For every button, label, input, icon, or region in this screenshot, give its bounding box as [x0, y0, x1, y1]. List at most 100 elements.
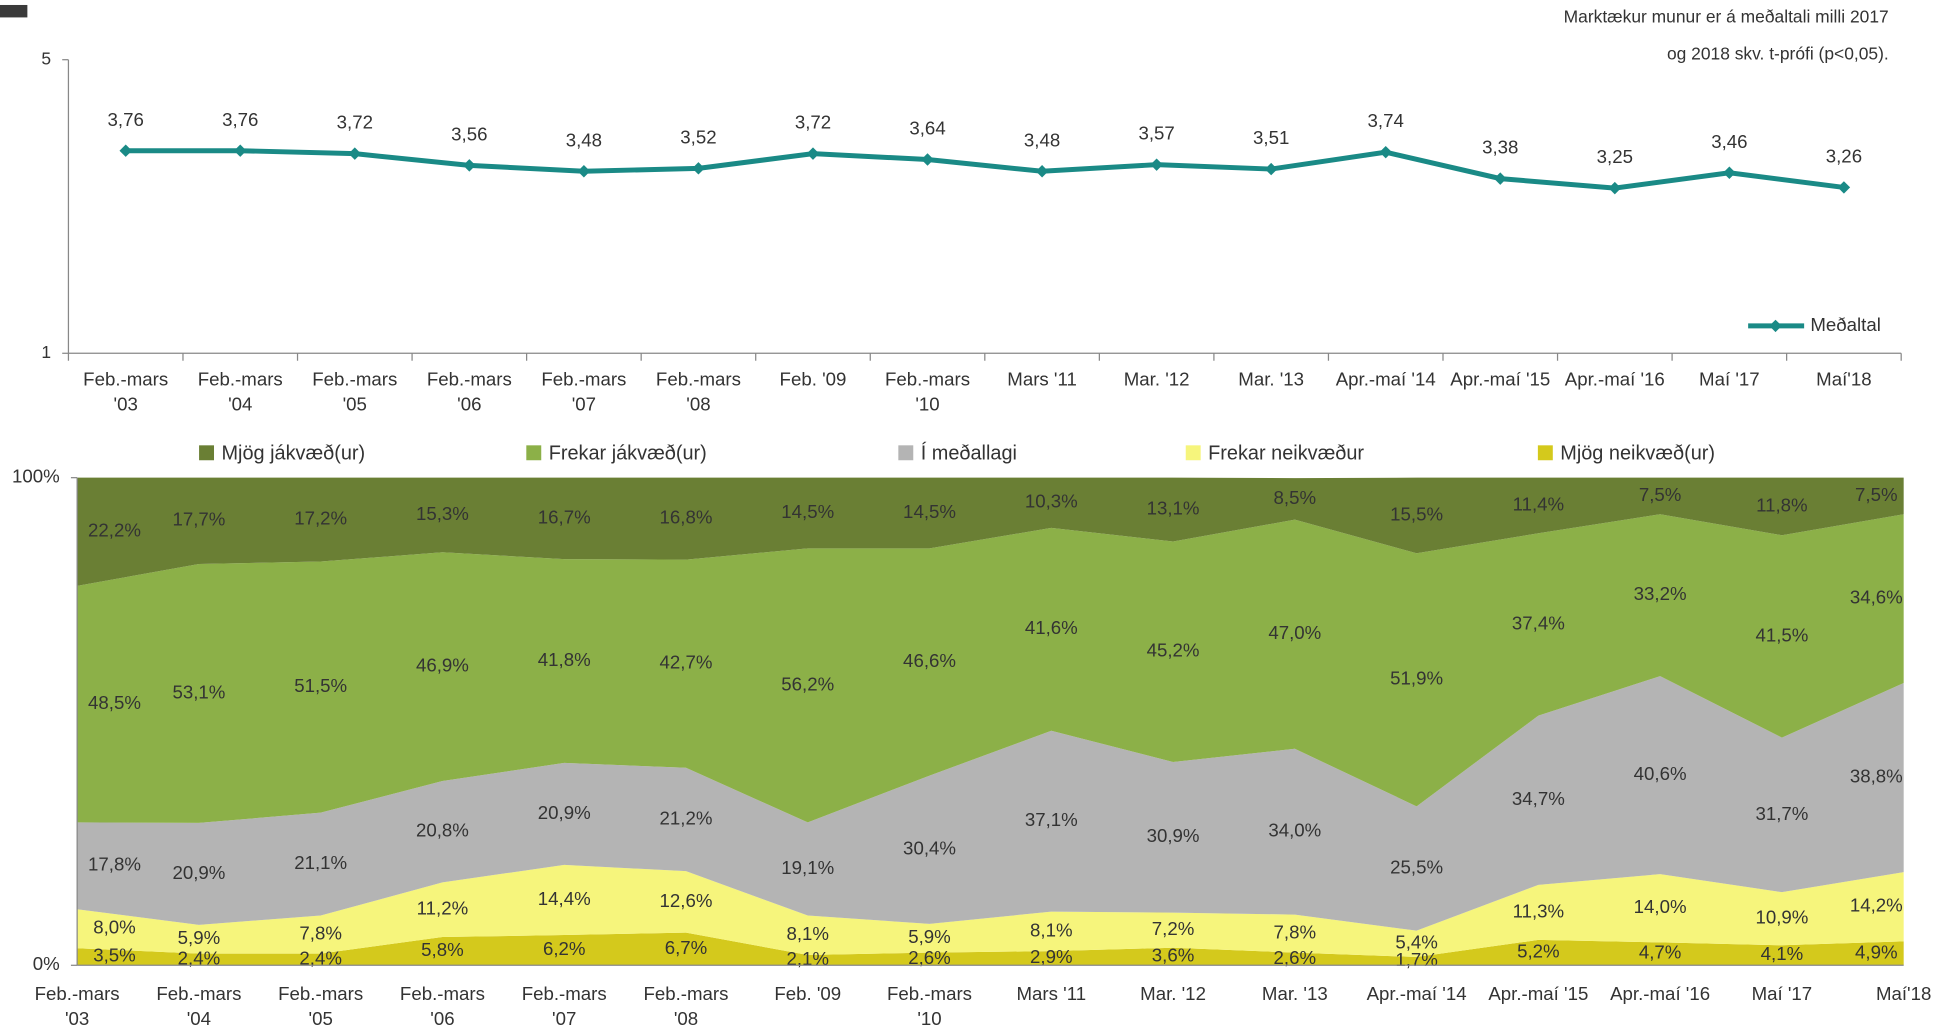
data-label: 5,8% [421, 939, 464, 960]
data-label: 20,8% [416, 820, 469, 841]
area [77, 676, 1904, 931]
data-label: 31,7% [1755, 803, 1808, 824]
point-marker [1264, 162, 1278, 176]
x-tick-label: Mars '11 [1007, 369, 1077, 390]
data-label: 56,2% [781, 673, 834, 694]
x-tick-label: Apr.-maí '15 [1488, 983, 1588, 1004]
data-label: 2,4% [178, 947, 221, 968]
x-tick-label: Feb.-mars '06 [400, 983, 485, 1025]
data-label: 16,7% [538, 506, 591, 527]
data-label: 41,5% [1755, 624, 1808, 645]
data-label: 25,5% [1390, 856, 1443, 877]
data-label: 46,9% [416, 655, 469, 676]
point-marker [234, 144, 247, 157]
area [77, 477, 1904, 586]
legend-swatch [199, 445, 215, 461]
data-label: 20,9% [172, 862, 225, 883]
x-tick-label: Maí'18 [1876, 983, 1931, 1004]
point-marker [1494, 172, 1507, 185]
data-label: 2,6% [908, 947, 951, 968]
data-label: 37,1% [1025, 809, 1078, 830]
x-tick-label: Feb.-mars '03 [83, 369, 168, 415]
data-label: 30,4% [903, 838, 956, 859]
data-label: 14,5% [781, 501, 834, 522]
point-marker [463, 159, 476, 172]
data-label: 4,9% [1855, 941, 1898, 962]
point-marker [119, 144, 132, 157]
legend-label: Í meðallagi [921, 441, 1017, 464]
x-tick-label: Feb.-mars '10 [885, 369, 970, 415]
data-label: 45,2% [1147, 640, 1200, 661]
data-label: 34,0% [1268, 820, 1321, 841]
point-marker [692, 162, 705, 175]
data-label: 3,52 [680, 126, 716, 147]
data-label: 17,7% [172, 509, 225, 530]
x-tick-label: Maí '17 [1752, 983, 1813, 1004]
data-label: 3,46 [1711, 131, 1747, 152]
data-label: 10,3% [1025, 491, 1078, 512]
x-tick-label: Apr.-maí '14 [1367, 983, 1467, 1004]
y-tick-label: 0% [33, 953, 60, 974]
x-tick-label: Feb.-mars '05 [312, 369, 397, 415]
legend-swatch [898, 445, 914, 461]
x-tick-label: Feb.-mars '03 [35, 983, 120, 1025]
legend-label: Mjög jákvæð(ur) [221, 442, 365, 464]
x-tick-label: Feb. '09 [774, 983, 841, 1004]
data-label: 11,8% [1756, 494, 1808, 515]
point-marker [1379, 145, 1392, 159]
data-label: 13,1% [1147, 498, 1200, 519]
annotation: Marktækur munur er á meðaltali milli 201… [1564, 6, 1889, 63]
data-label: 3,76 [108, 109, 144, 130]
x-tick-label: Apr.-maí '14 [1336, 369, 1436, 390]
x-tick-label: Feb.-mars '04 [156, 983, 241, 1025]
data-label: 3,48 [1024, 129, 1060, 150]
data-label: 17,8% [88, 854, 141, 875]
x-tick-label: Feb.-mars '07 [522, 983, 607, 1025]
x-tick-label: Feb.-mars '08 [656, 369, 741, 415]
data-label: 3,56 [451, 123, 487, 144]
data-label: 51,9% [1390, 668, 1443, 689]
x-tick-label: Feb.-mars '04 [198, 369, 283, 415]
data-label: 3,25 [1597, 146, 1633, 167]
point-marker [921, 153, 934, 166]
data-label: 14,0% [1634, 896, 1687, 917]
y-tick-label: 1 [41, 342, 51, 362]
data-label: 41,6% [1025, 617, 1078, 638]
data-label: 16,8% [660, 507, 713, 528]
data-label: 7,8% [1274, 922, 1317, 943]
data-label: 3,38 [1482, 137, 1518, 158]
x-tick-label: Maí '17 [1699, 369, 1760, 390]
point-marker [1608, 181, 1622, 195]
data-label: 3,64 [909, 118, 945, 139]
data-label: 3,57 [1138, 123, 1174, 144]
x-tick-label: Feb.-mars '05 [278, 983, 363, 1025]
data-label: 8,5% [1274, 487, 1317, 508]
data-label: 48,5% [88, 692, 141, 713]
legend-label: Meðaltal [1810, 314, 1881, 335]
data-label: 15,5% [1390, 503, 1443, 524]
x-tick-label: Feb.-mars '07 [541, 369, 626, 415]
data-label: 22,2% [88, 520, 141, 541]
point-marker [1035, 165, 1049, 178]
data-label: 11,4% [1513, 493, 1565, 514]
data-label: 6,7% [665, 937, 708, 958]
point-marker [1837, 181, 1851, 194]
data-label: 30,9% [1147, 825, 1200, 846]
data-label: 3,6% [1152, 944, 1195, 965]
x-tick-label: Feb.-mars '08 [643, 983, 728, 1025]
data-label: 3,72 [337, 112, 373, 133]
legend-label: Frekar jákvæð(ur) [549, 442, 707, 464]
data-label: 3,76 [222, 109, 258, 130]
series-line [125, 148, 1845, 191]
data-label: 21,1% [294, 852, 347, 873]
data-label: 19,1% [781, 857, 834, 878]
data-label: 8,1% [1030, 919, 1073, 940]
data-label: 4,1% [1761, 943, 1804, 964]
data-label: 21,2% [660, 807, 713, 828]
data-label: 5,2% [1517, 941, 1560, 962]
data-label: 2,6% [1274, 947, 1317, 968]
x-tick-label: Mar. '13 [1262, 983, 1328, 1004]
data-label: 12,6% [660, 890, 713, 911]
data-label: 46,6% [903, 650, 956, 671]
